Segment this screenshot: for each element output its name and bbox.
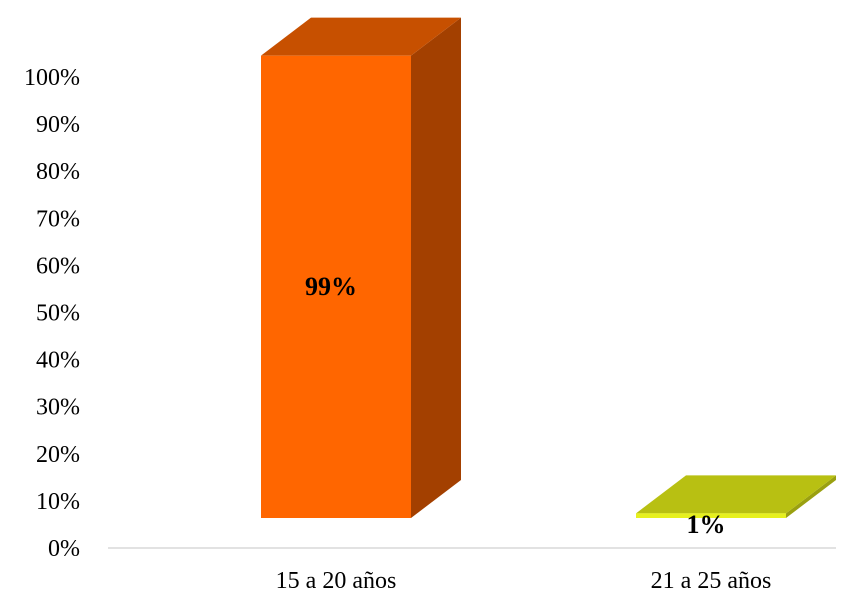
bar-front-face <box>261 55 411 519</box>
category-labels: 15 a 20 años 21 a 25 años <box>276 568 772 594</box>
bar-1 <box>261 17 461 519</box>
y-tick-label: 30% <box>36 395 80 421</box>
category-label: 15 a 20 años <box>276 568 397 594</box>
y-tick-label: 10% <box>36 489 80 515</box>
y-tick-label: 70% <box>36 206 80 232</box>
bar-top-face <box>636 475 836 514</box>
bar-front-face <box>636 513 786 518</box>
y-tick-label: 80% <box>36 159 80 185</box>
bar-2 <box>636 475 836 518</box>
category-label: 21 a 25 años <box>651 568 772 594</box>
bar-side-face <box>786 475 836 518</box>
y-tick-label: 50% <box>36 301 80 327</box>
data-labels: 99% 1% <box>305 272 726 539</box>
bars <box>261 17 836 519</box>
y-tick-label: 0% <box>48 536 80 562</box>
bar-top-face <box>261 17 461 56</box>
y-tick-label: 60% <box>36 253 80 279</box>
y-tick-label: 20% <box>36 442 80 468</box>
y-tick-label: 40% <box>36 348 80 374</box>
y-tick-label: 100% <box>24 65 80 91</box>
bar-side-face <box>411 17 461 518</box>
data-label: 1% <box>687 510 726 539</box>
y-axis-ticks: 0% 10% 20% 30% 40% 50% 60% 70% 80% 90% 100% <box>24 65 80 562</box>
y-tick-label: 90% <box>36 112 80 138</box>
data-label: 99% <box>305 272 357 301</box>
